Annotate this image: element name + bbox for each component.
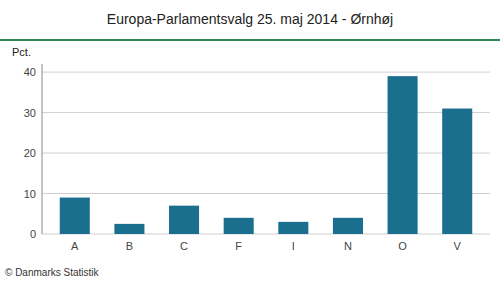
y-axis-line (42, 64, 43, 234)
x-tick-label: O (398, 240, 407, 252)
grid-line (42, 153, 490, 154)
x-tick-label: C (180, 240, 188, 252)
bars (60, 76, 472, 234)
x-tick-label: V (454, 240, 462, 252)
y-tick-label: 40 (24, 66, 36, 78)
grid-line (42, 234, 490, 235)
y-tick-label: 30 (24, 107, 36, 119)
bar (114, 224, 144, 234)
y-tick-label: 20 (24, 147, 36, 159)
title-rule (0, 39, 500, 41)
x-tick-label: A (71, 240, 79, 252)
x-tick-label: B (126, 240, 133, 252)
y-tick-label: 10 (24, 188, 36, 200)
grid (42, 72, 490, 234)
x-tick-label: I (292, 240, 295, 252)
y-tick-label: 0 (30, 228, 36, 240)
grid-line (42, 193, 490, 194)
x-tick-label: F (235, 240, 242, 252)
bar (333, 218, 363, 234)
bar (224, 218, 254, 234)
bar (278, 222, 308, 234)
grid-line (42, 72, 490, 73)
x-tick-label: N (344, 240, 352, 252)
bar (442, 109, 472, 234)
footer: © Danmarks Statistik (5, 267, 100, 278)
grid-line (42, 112, 490, 113)
chart: Europa-Parlamentsvalg 25. maj 2014 - Ørn… (0, 0, 500, 282)
bar (169, 206, 199, 234)
bar (60, 198, 90, 234)
bar (388, 76, 418, 234)
title: Europa-Parlamentsvalg 25. maj 2014 - Ørn… (107, 11, 393, 27)
y-axis-label: Pct. (12, 46, 31, 58)
